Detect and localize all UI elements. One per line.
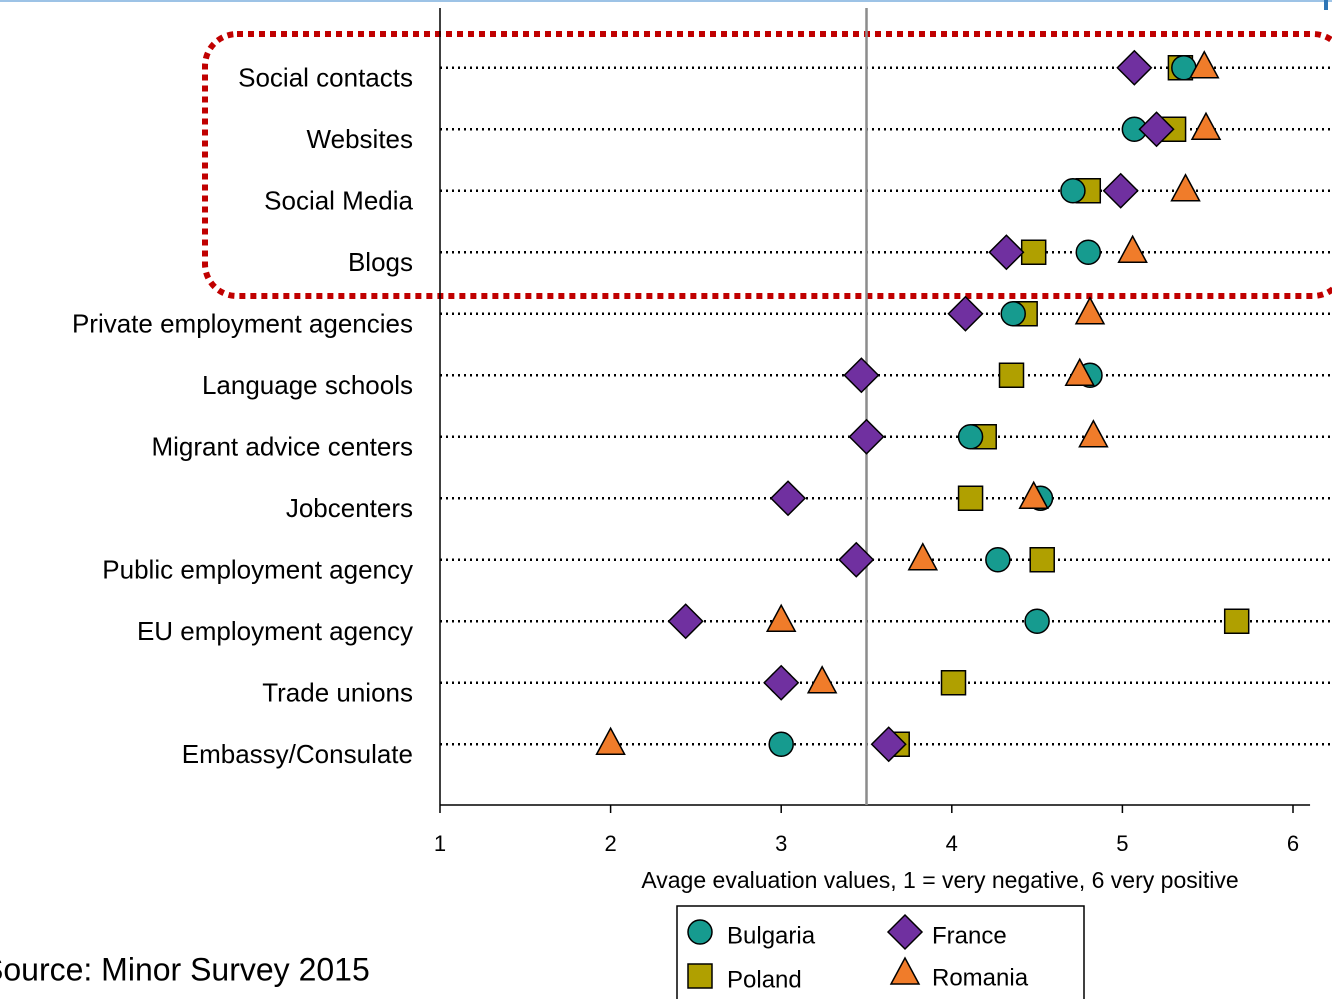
marker-triangle	[1018, 480, 1049, 509]
marker-square	[1223, 608, 1250, 634]
marker-circle	[1000, 301, 1026, 327]
marker-diamond	[1102, 172, 1139, 209]
category-label: Private employment agencies	[72, 309, 413, 339]
marker-diamond	[870, 726, 907, 763]
x-tick-label: 3	[775, 831, 787, 856]
marker-diamond	[843, 357, 880, 394]
category-label: Websites	[307, 124, 413, 154]
category-label: Trade unions	[262, 678, 413, 708]
x-tick-label: 5	[1116, 831, 1128, 856]
marker-triangle	[1074, 296, 1106, 325]
category-label: Language schools	[202, 370, 413, 400]
marker-triangle	[1064, 357, 1096, 386]
marker-diamond	[667, 603, 704, 640]
marker-triangle	[1078, 419, 1109, 448]
legend-box	[676, 905, 1085, 999]
marker-circle	[1060, 178, 1086, 204]
category-label: Embassy/Consulate	[182, 739, 413, 769]
marker-circle	[1024, 608, 1050, 634]
marker-triangle	[1190, 111, 1222, 140]
marker-diamond	[838, 541, 875, 578]
marker-diamond	[769, 480, 807, 517]
marker-circle	[768, 731, 794, 757]
category-label: Blogs	[348, 247, 413, 277]
legend-label: France	[932, 922, 1007, 949]
marker-triangle	[595, 726, 626, 755]
x-tick-label: 4	[946, 831, 958, 856]
category-label: EU employment agency	[137, 616, 413, 646]
marker-square	[957, 485, 984, 511]
marker-diamond	[1116, 49, 1153, 86]
marker-diamond	[988, 234, 1025, 271]
marker-square	[687, 963, 713, 989]
x-tick-label: 2	[604, 831, 616, 856]
x-axis-label: Avage evaluation values, 1 = very negati…	[641, 867, 1238, 893]
category-label: Social contacts	[238, 63, 413, 93]
marker-triangle	[907, 542, 939, 571]
marker-circle	[687, 919, 713, 945]
legend-label: Bulgaria	[727, 922, 816, 949]
marker-diamond	[886, 913, 924, 951]
x-tick-label: 6	[1287, 831, 1299, 856]
marker-diamond	[848, 418, 885, 455]
marker-circle	[957, 424, 984, 450]
marker-circle	[985, 547, 1011, 573]
category-label: Social Media	[264, 186, 413, 216]
marker-triangle	[1170, 173, 1201, 202]
marker-square	[1020, 239, 1047, 265]
marker-square	[940, 670, 967, 696]
highlight-box	[202, 31, 1332, 299]
source: Source: Minor Survey 2015	[0, 951, 370, 987]
category-label: Public employment agency	[102, 555, 413, 585]
marker-diamond	[763, 664, 800, 701]
category-label: Jobcenters	[286, 493, 413, 523]
marker-triangle	[1189, 50, 1220, 79]
marker-square	[998, 362, 1025, 388]
marker-circle	[1075, 239, 1102, 265]
legend-label: Poland	[727, 966, 802, 993]
marker-triangle	[806, 665, 838, 694]
marker-diamond	[1138, 111, 1175, 148]
marker-diamond	[947, 295, 984, 332]
marker-triangle	[765, 603, 797, 632]
marker-square	[1029, 547, 1055, 573]
x-tick-label: 1	[434, 831, 446, 856]
legend-label: Romania	[932, 964, 1029, 991]
marker-triangle	[1117, 234, 1148, 263]
category-label: Migrant advice centers	[151, 432, 413, 462]
marker-triangle	[889, 956, 921, 985]
